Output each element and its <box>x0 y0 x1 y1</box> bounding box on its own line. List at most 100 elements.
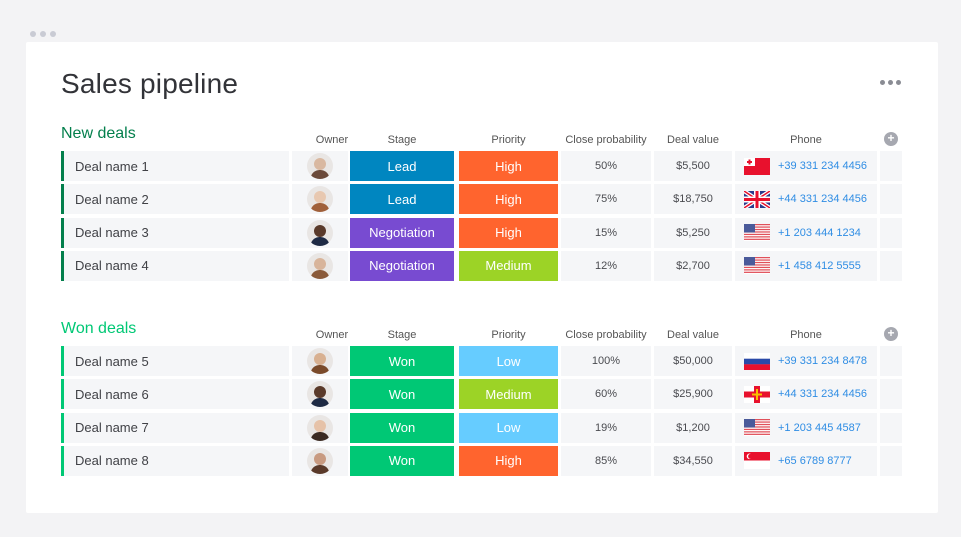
phone-link[interactable]: +44 331 234 4456 <box>778 193 868 206</box>
phone-link[interactable]: +44 331 234 4456 <box>778 388 868 401</box>
phone-cell[interactable]: +39 331 234 8478 <box>735 346 877 376</box>
close-probability-cell[interactable]: 75% <box>561 184 651 215</box>
deal-name-cell[interactable]: Deal name 2 <box>61 184 289 215</box>
deal-value-cell[interactable]: $50,000 <box>654 346 732 376</box>
phone-cell[interactable]: +44 331 234 4456 <box>735 184 877 215</box>
empty-cell[interactable] <box>880 184 902 215</box>
column-header-phone[interactable]: Phone <box>790 329 822 341</box>
stage-status[interactable]: Won <box>350 346 454 376</box>
deal-name-cell[interactable]: Deal name 6 <box>61 379 289 410</box>
phone-cell[interactable]: +1 458 412 5555 <box>735 250 877 281</box>
priority-status[interactable]: High <box>459 445 558 476</box>
avatar <box>307 381 333 408</box>
close-probability-cell[interactable]: 60% <box>561 379 651 410</box>
close-probability-cell[interactable]: 12% <box>561 250 651 281</box>
column-header-phone[interactable]: Phone <box>790 134 822 146</box>
table-row[interactable]: Deal name 2 Lead High 75% $18,750 +44 33… <box>61 184 903 215</box>
table-row[interactable]: Deal name 1 Lead High 50% $5,500 +39 331… <box>61 151 903 181</box>
table-row[interactable]: Deal name 7 Won Low 19% $1,200 +1 203 44… <box>61 412 903 443</box>
column-header-close-probability[interactable]: Close probability <box>565 329 647 341</box>
phone-link[interactable]: +39 331 234 4456 <box>778 160 868 172</box>
empty-cell[interactable] <box>880 250 902 281</box>
phone-cell[interactable]: +44 331 234 4456 <box>735 379 877 410</box>
group-title[interactable]: New deals <box>61 125 136 142</box>
deal-name-cell[interactable]: Deal name 4 <box>61 250 289 281</box>
stage-status[interactable]: Won <box>350 379 454 410</box>
phone-link[interactable]: +1 203 444 1234 <box>778 226 861 239</box>
deal-value-cell[interactable]: $2,700 <box>654 250 732 281</box>
deal-name-cell[interactable]: Deal name 7 <box>61 412 289 443</box>
owner-cell[interactable] <box>292 151 348 181</box>
deal-value-cell[interactable]: $5,250 <box>654 217 732 248</box>
deal-name-cell[interactable]: Deal name 3 <box>61 217 289 248</box>
column-header-stage[interactable]: Stage <box>387 134 417 146</box>
phone-cell[interactable]: +1 203 445 4587 <box>735 412 877 443</box>
close-probability-cell[interactable]: 85% <box>561 445 651 476</box>
column-header-deal-value[interactable]: Deal value <box>667 329 719 341</box>
phone-link[interactable]: +39 331 234 8478 <box>778 355 868 367</box>
deal-name-cell[interactable]: Deal name 5 <box>61 346 289 376</box>
phone-link[interactable]: +65 6789 8777 <box>778 454 852 467</box>
phone-link[interactable]: +1 203 445 4587 <box>778 421 861 434</box>
add-column-icon[interactable]: + <box>884 327 898 341</box>
table-row[interactable]: Deal name 3 Negotiation High 15% $5,250 … <box>61 217 903 248</box>
stage-status[interactable]: Negotiation <box>350 250 454 281</box>
empty-cell[interactable] <box>880 151 902 181</box>
column-header-owner[interactable]: Owner <box>315 329 349 341</box>
priority-status[interactable]: Medium <box>459 250 558 281</box>
table-row[interactable]: Deal name 6 Won Medium 60% $25,900 +44 3… <box>61 379 903 410</box>
empty-cell[interactable] <box>880 379 902 410</box>
empty-cell[interactable] <box>880 217 902 248</box>
empty-cell[interactable] <box>880 445 902 476</box>
deal-value-cell[interactable]: $34,550 <box>654 445 732 476</box>
column-header-stage[interactable]: Stage <box>387 329 417 341</box>
us-flag-icon <box>744 257 770 275</box>
table-row[interactable]: Deal name 5 Won Low 100% $50,000 +39 331… <box>61 346 903 376</box>
column-header-close-probability[interactable]: Close probability <box>565 134 647 146</box>
owner-cell[interactable] <box>292 379 348 410</box>
table-row[interactable]: Deal name 8 Won High 85% $34,550 +65 678… <box>61 445 903 476</box>
stage-status[interactable]: Won <box>350 412 454 443</box>
deal-value-cell[interactable]: $18,750 <box>654 184 732 215</box>
priority-status[interactable]: Low <box>459 412 558 443</box>
stage-status[interactable]: Lead <box>350 151 454 181</box>
deal-name: Deal name 5 <box>75 353 149 369</box>
group-title[interactable]: Won deals <box>61 320 137 337</box>
owner-cell[interactable] <box>292 217 348 248</box>
owner-cell[interactable] <box>292 346 348 376</box>
close-probability-cell[interactable]: 19% <box>561 412 651 443</box>
column-header-priority[interactable]: Priority <box>491 134 526 146</box>
phone-cell[interactable]: +65 6789 8777 <box>735 445 877 476</box>
deal-name-cell[interactable]: Deal name 8 <box>61 445 289 476</box>
close-probability-cell[interactable]: 100% <box>561 346 651 376</box>
priority-status[interactable]: High <box>459 184 558 215</box>
owner-cell[interactable] <box>292 250 348 281</box>
priority-status[interactable]: Medium <box>459 379 558 410</box>
priority-status[interactable]: High <box>459 151 558 181</box>
column-header-deal-value[interactable]: Deal value <box>667 134 719 146</box>
deal-value-cell[interactable]: $5,500 <box>654 151 732 181</box>
owner-cell[interactable] <box>292 412 348 443</box>
deal-value-cell[interactable]: $25,900 <box>654 379 732 410</box>
priority-status[interactable]: High <box>459 217 558 248</box>
deal-value-cell[interactable]: $1,200 <box>654 412 732 443</box>
empty-cell[interactable] <box>880 346 902 376</box>
add-column-icon[interactable]: + <box>884 132 898 146</box>
phone-cell[interactable]: +39 331 234 4456 <box>735 151 877 181</box>
phone-cell[interactable]: +1 203 444 1234 <box>735 217 877 248</box>
priority-status[interactable]: Low <box>459 346 558 376</box>
stage-status[interactable]: Won <box>350 445 454 476</box>
phone-link[interactable]: +1 458 412 5555 <box>778 259 861 272</box>
empty-cell[interactable] <box>880 412 902 443</box>
owner-cell[interactable] <box>292 184 348 215</box>
column-header-priority[interactable]: Priority <box>491 329 526 341</box>
table-row[interactable]: Deal name 4 Negotiation Medium 12% $2,70… <box>61 250 903 281</box>
close-probability-cell[interactable]: 50% <box>561 151 651 181</box>
deal-name-cell[interactable]: Deal name 1 <box>61 151 289 181</box>
column-header-owner[interactable]: Owner <box>315 134 349 146</box>
owner-cell[interactable] <box>292 445 348 476</box>
stage-status[interactable]: Negotiation <box>350 217 454 248</box>
stage-status[interactable]: Lead <box>350 184 454 215</box>
close-probability-cell[interactable]: 15% <box>561 217 651 248</box>
more-options-icon[interactable] <box>880 80 901 85</box>
